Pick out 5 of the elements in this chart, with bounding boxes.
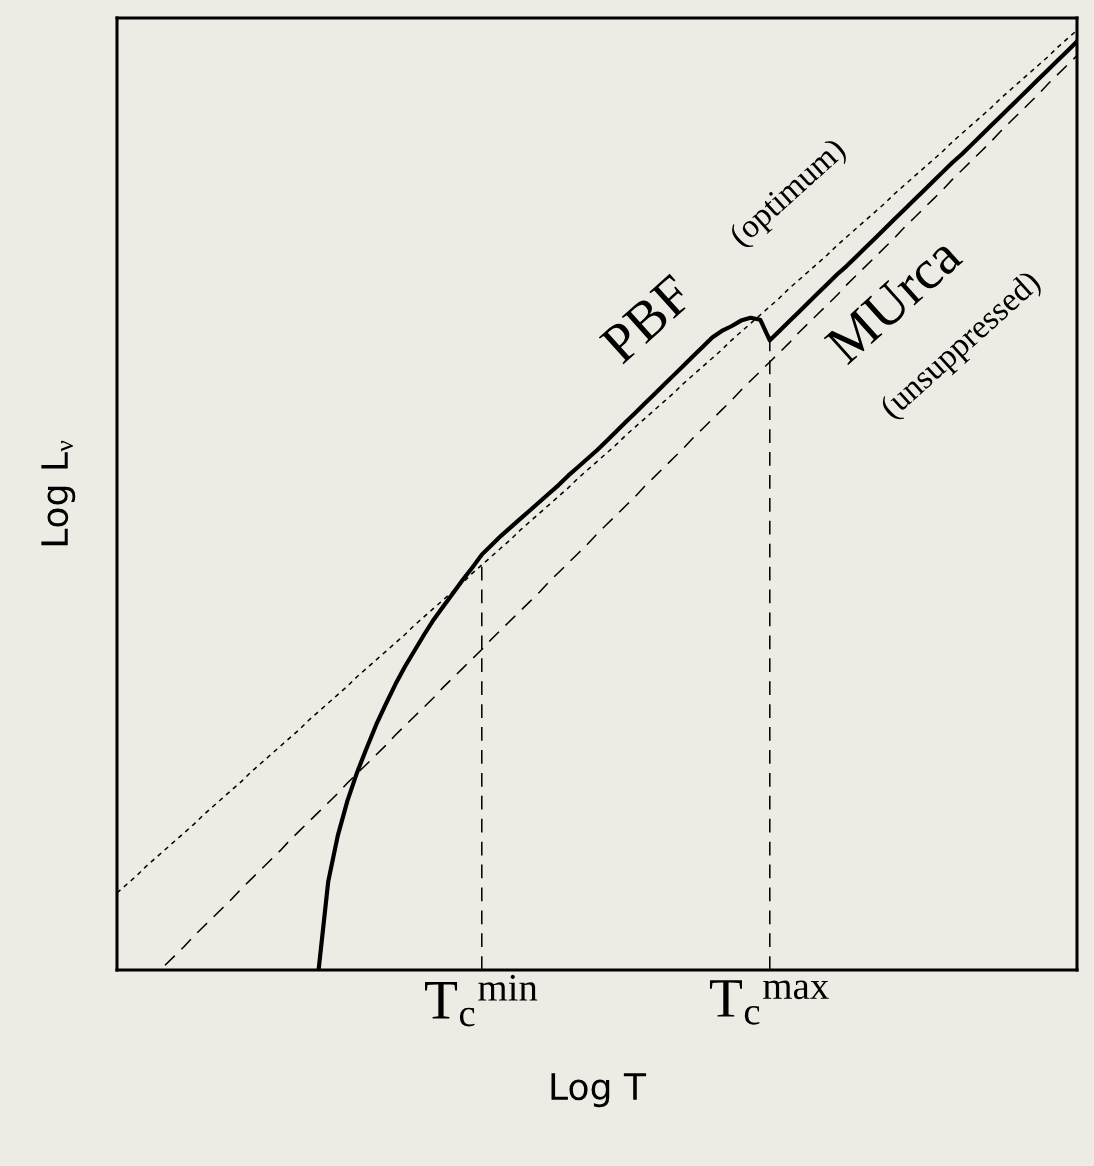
y-axis-title: Log L$_{ν}$ xyxy=(41,440,76,546)
x-tick-label: T$_{c}$$^{min}$ xyxy=(425,974,538,1027)
x-axis-title: Log T xyxy=(551,1073,647,1108)
annotation: PBF xyxy=(598,273,695,365)
x-tick-label: T$_{c}$$^{max}$ xyxy=(709,980,829,1025)
